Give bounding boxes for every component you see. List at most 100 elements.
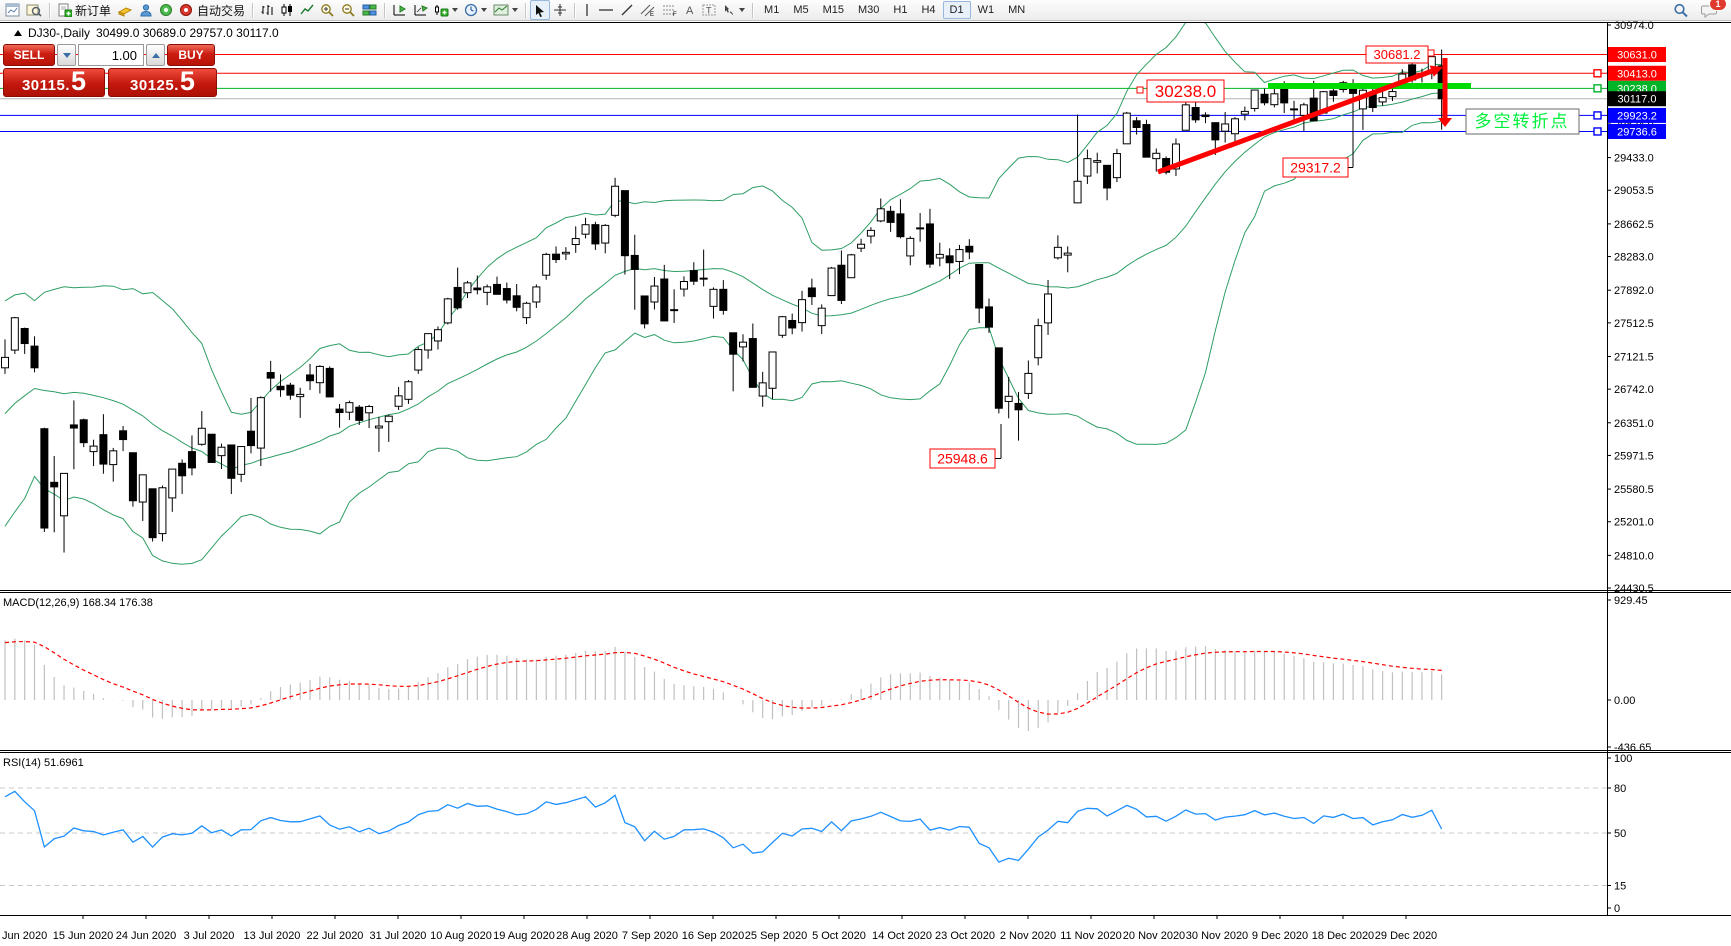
svg-text:929.45: 929.45 bbox=[1614, 595, 1648, 607]
svg-text:2 Nov 2020: 2 Nov 2020 bbox=[1000, 930, 1056, 942]
svg-text:30974.0: 30974.0 bbox=[1614, 20, 1654, 32]
sell-price-pip: 5 bbox=[71, 66, 87, 96]
community-icon[interactable] bbox=[136, 1, 156, 19]
profiles-icon[interactable] bbox=[23, 1, 45, 19]
signals-icon[interactable] bbox=[156, 1, 176, 19]
svg-text:26742.0: 26742.0 bbox=[1614, 384, 1654, 396]
timeframe-button-M5[interactable]: M5 bbox=[793, 4, 809, 16]
channel-tool[interactable]: E bbox=[637, 1, 659, 19]
svg-text:F: F bbox=[673, 12, 677, 17]
sell-price-display[interactable]: 30115. 5 bbox=[3, 68, 105, 97]
svg-text:25580.5: 25580.5 bbox=[1614, 484, 1654, 496]
toolbar-separator bbox=[525, 2, 527, 18]
buy-button[interactable]: BUY bbox=[167, 44, 215, 66]
tile-windows-icon[interactable] bbox=[359, 1, 380, 19]
timeframe-button-M15[interactable]: M15 bbox=[822, 4, 844, 16]
rsi-indicator-label: RSI(14) 51.6961 bbox=[3, 757, 84, 769]
svg-text:28283.0: 28283.0 bbox=[1614, 252, 1654, 264]
svg-text:22 Jul 2020: 22 Jul 2020 bbox=[307, 930, 364, 942]
search-icon[interactable] bbox=[1670, 1, 1692, 19]
svg-text:29736.6: 29736.6 bbox=[1617, 126, 1657, 138]
new-chart-dropdown[interactable] bbox=[431, 1, 461, 19]
timeframe-button-H4[interactable]: H4 bbox=[921, 4, 936, 16]
crosshair-tool[interactable] bbox=[550, 1, 570, 19]
svg-text:-436.65: -436.65 bbox=[1614, 742, 1651, 754]
trendline-tool[interactable] bbox=[617, 1, 637, 19]
timeframe-button-W1[interactable]: W1 bbox=[977, 4, 995, 16]
volume-increase-button[interactable] bbox=[146, 44, 165, 66]
svg-text:30631.0: 30631.0 bbox=[1617, 50, 1657, 62]
price-level-badge bbox=[1608, 91, 1666, 107]
horizontal-line-tool[interactable] bbox=[595, 1, 617, 19]
period-dropdown[interactable] bbox=[461, 1, 490, 19]
line-chart-icon[interactable] bbox=[297, 1, 317, 19]
autotrade-button[interactable]: 自动交易 bbox=[176, 1, 248, 19]
main-toolbar: 新订单 自动交易 E F A T M1 M5 M15 M30 bbox=[0, 0, 1731, 21]
toolbar-separator bbox=[752, 2, 754, 18]
buy-price-main: 30125. bbox=[130, 77, 179, 94]
sell-button[interactable]: SELL bbox=[3, 44, 55, 66]
svg-text:29 Dec 2020: 29 Dec 2020 bbox=[1375, 930, 1437, 942]
up-triangle-icon bbox=[151, 52, 160, 58]
timeframe-button-D1[interactable]: D1 bbox=[942, 1, 971, 19]
price-axis: 30974.030594.530203.529824.029433.029053… bbox=[1593, 20, 1666, 595]
rsi-layer bbox=[0, 787, 1607, 886]
svg-text:7 Sep 2020: 7 Sep 2020 bbox=[622, 930, 678, 942]
timeframe-button-MN[interactable]: MN bbox=[1008, 4, 1026, 16]
svg-text:A: A bbox=[686, 5, 694, 17]
auto-scroll-icon[interactable] bbox=[410, 1, 431, 19]
dropdown-caret bbox=[481, 8, 488, 12]
svg-text:0: 0 bbox=[1614, 903, 1620, 915]
toolbar-separator bbox=[574, 2, 576, 18]
svg-text:27892.0: 27892.0 bbox=[1614, 285, 1654, 297]
one-click-trading-panel: SELL BUY 30115.5 30125.5 bbox=[3, 44, 217, 97]
autotrade-label: 自动交易 bbox=[197, 3, 246, 18]
vertical-line-tool[interactable] bbox=[579, 1, 595, 19]
zoom-out-icon[interactable] bbox=[338, 1, 359, 19]
timeframe-button-M30[interactable]: M30 bbox=[858, 4, 880, 16]
arrows-dropdown[interactable] bbox=[719, 1, 748, 19]
chart-ohlc-values: 30499.0 30689.0 29757.0 30117.0 bbox=[96, 26, 279, 40]
notifications-icon[interactable]: 1 bbox=[1698, 0, 1727, 19]
timeframe-button-M1[interactable]: M1 bbox=[764, 4, 780, 16]
svg-text:29317.2: 29317.2 bbox=[1290, 160, 1341, 176]
timeframe-button-H1[interactable]: H1 bbox=[893, 4, 908, 16]
chart-window-icon[interactable] bbox=[2, 1, 23, 19]
candlestick-chart-icon[interactable] bbox=[277, 1, 297, 19]
svg-text:14 Oct 2020: 14 Oct 2020 bbox=[872, 930, 932, 942]
volume-input[interactable] bbox=[78, 44, 144, 66]
buy-price-display[interactable]: 30125. 5 bbox=[108, 68, 217, 97]
market-depth-icon[interactable] bbox=[114, 1, 136, 19]
svg-text:11 Nov 2020: 11 Nov 2020 bbox=[1060, 930, 1122, 942]
svg-text:29923.2: 29923.2 bbox=[1617, 110, 1657, 122]
svg-text:10 Aug 2020: 10 Aug 2020 bbox=[430, 930, 492, 942]
chart-shift-icon[interactable] bbox=[389, 1, 410, 19]
svg-text:25 Sep 2020: 25 Sep 2020 bbox=[745, 930, 807, 942]
text-label-tool[interactable]: T bbox=[699, 1, 719, 19]
toolbar-separator bbox=[49, 2, 50, 18]
collapse-panel-icon[interactable] bbox=[14, 30, 22, 36]
volume-decrease-button[interactable] bbox=[57, 44, 76, 66]
note-text: 多空转折点 bbox=[1475, 112, 1570, 131]
svg-text:30413.0: 30413.0 bbox=[1617, 68, 1657, 80]
new-order-button[interactable]: 新订单 bbox=[54, 1, 114, 19]
svg-text:23 Oct 2020: 23 Oct 2020 bbox=[935, 930, 995, 942]
template-dropdown[interactable] bbox=[490, 1, 521, 19]
text-tool[interactable]: A bbox=[681, 1, 699, 19]
svg-text:30117.0: 30117.0 bbox=[1618, 94, 1657, 106]
fibonacci-tool[interactable]: F bbox=[659, 1, 681, 19]
svg-text:13 Jul 2020: 13 Jul 2020 bbox=[244, 930, 301, 942]
zoom-in-icon[interactable] bbox=[317, 1, 338, 19]
macd-indicator-label: MACD(12,26,9) 168.34 176.38 bbox=[3, 597, 153, 609]
svg-text:24810.0: 24810.0 bbox=[1614, 550, 1654, 562]
svg-text:31 Jul 2020: 31 Jul 2020 bbox=[370, 930, 427, 942]
down-triangle-icon bbox=[62, 52, 71, 58]
main-plot-layer bbox=[0, 23, 1607, 565]
cursor-tool[interactable] bbox=[530, 0, 551, 20]
note-box bbox=[1465, 108, 1580, 135]
macd-layer bbox=[4, 638, 1443, 731]
bar-chart-icon[interactable] bbox=[257, 1, 277, 19]
svg-text:30681.2: 30681.2 bbox=[1374, 47, 1421, 62]
